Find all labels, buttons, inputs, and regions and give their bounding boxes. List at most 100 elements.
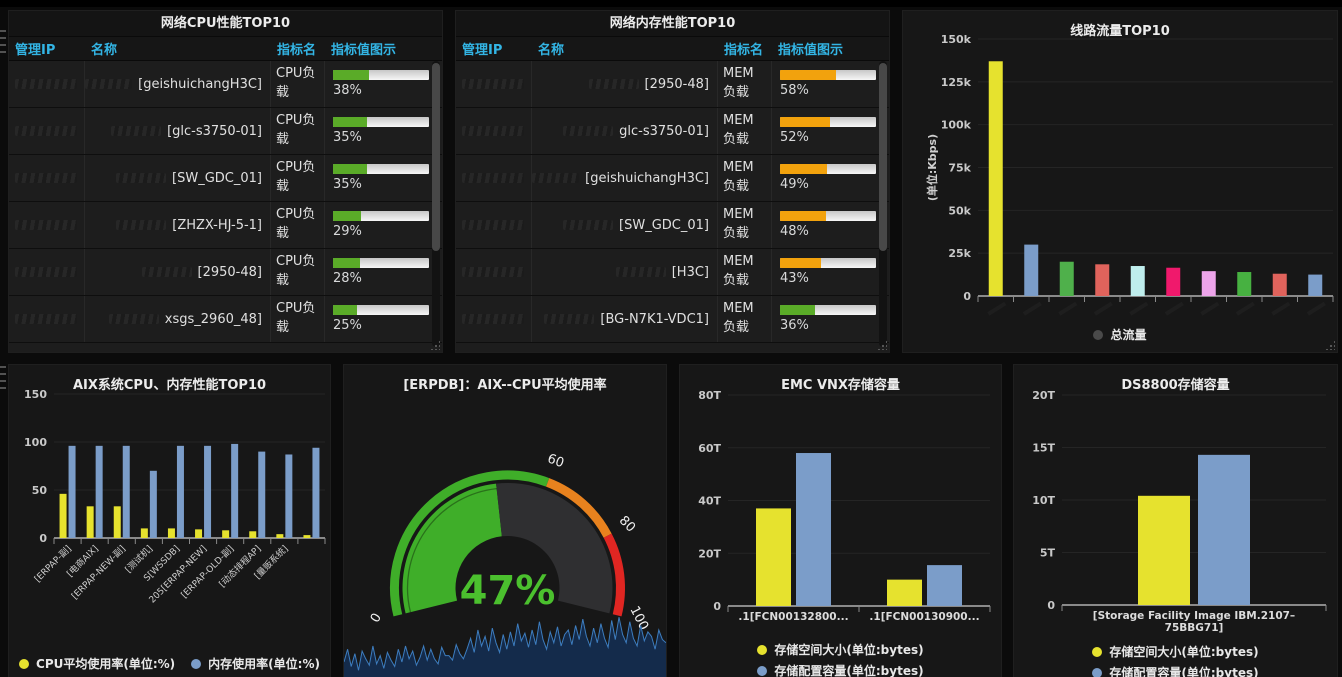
redacted-prefix bbox=[532, 173, 580, 183]
metric-cell: CPU负载 bbox=[271, 296, 325, 342]
panel-title[interactable]: 线路流量TOP10 bbox=[1070, 24, 1170, 39]
metric-name: CPU负载 bbox=[276, 66, 316, 100]
col-header-metric[interactable]: 指标名 bbox=[277, 43, 317, 58]
col-header-ip[interactable]: 管理IP bbox=[462, 43, 503, 58]
bar bbox=[1272, 273, 1287, 296]
bar bbox=[195, 529, 203, 538]
metric-cell: CPU负载 bbox=[271, 155, 325, 201]
legend-label: 存储配置容量(单位:bytes) bbox=[1109, 666, 1259, 677]
bar bbox=[988, 61, 1003, 297]
bar bbox=[1138, 495, 1190, 605]
table-row: [geishuichangH3C] MEM负载 49% bbox=[456, 155, 889, 202]
value-cell: 52% bbox=[772, 108, 879, 154]
svg-text:80T: 80T bbox=[698, 389, 721, 402]
svg-text:0: 0 bbox=[963, 290, 971, 303]
table-row: [glc-s3750-01] CPU负载 35% bbox=[9, 108, 442, 155]
row-drag-handle[interactable] bbox=[0, 30, 6, 56]
value-percent: 29% bbox=[333, 224, 362, 239]
legend-item[interactable]: 存储配置容量(单位:bytes) bbox=[1092, 664, 1259, 677]
gauge-range-arc bbox=[390, 470, 550, 617]
legend-label: 总流量 bbox=[1110, 328, 1147, 342]
metric-cell: MEM负载 bbox=[718, 249, 772, 295]
panel-title[interactable]: DS8800存储容量 bbox=[1121, 378, 1230, 393]
redacted-ip bbox=[462, 126, 524, 136]
bar bbox=[887, 579, 922, 606]
svg-text:100: 100 bbox=[24, 436, 47, 449]
table-row: [SW_GDC_01] MEM负载 48% bbox=[456, 202, 889, 249]
svg-text:(单位:Kbps): (单位:Kbps) bbox=[925, 134, 939, 201]
col-header-name[interactable]: 名称 bbox=[91, 43, 118, 58]
svg-text:0: 0 bbox=[39, 532, 47, 545]
panel-title[interactable]: [ERPDB]：AIX--CPU平均使用率 bbox=[403, 378, 607, 393]
metric-name: MEM负载 bbox=[723, 160, 754, 194]
legend-item[interactable]: 总流量 bbox=[1093, 326, 1147, 343]
svg-text:40T: 40T bbox=[698, 495, 721, 508]
redacted-prefix bbox=[588, 79, 639, 89]
panel-title[interactable]: EMC VNX存储容量 bbox=[781, 378, 900, 393]
redacted-ip bbox=[462, 314, 524, 324]
panel-title[interactable]: 网络内存性能TOP10 bbox=[456, 11, 889, 37]
table-row-clipped bbox=[456, 343, 889, 352]
scrollbar-track[interactable] bbox=[432, 61, 440, 347]
legend-dot bbox=[757, 644, 768, 655]
metric-name: MEM负载 bbox=[723, 66, 754, 100]
svg-text:150: 150 bbox=[24, 388, 47, 401]
bar bbox=[1166, 267, 1181, 296]
table-body: [geishuichangH3C] CPU负载 38% [glc-s3750-01] C… bbox=[9, 61, 442, 352]
scrollbar-thumb[interactable] bbox=[432, 63, 440, 251]
scrollbar-track[interactable] bbox=[879, 61, 887, 347]
col-header-ip[interactable]: 管理IP bbox=[15, 43, 56, 58]
panel-title[interactable]: AIX系统CPU、内存性能TOP10 bbox=[72, 378, 267, 393]
row-drag-handle[interactable] bbox=[0, 366, 6, 392]
scrollbar-thumb[interactable] bbox=[879, 63, 887, 251]
redacted-ip bbox=[15, 79, 77, 89]
value-bar-fill bbox=[780, 258, 822, 268]
device-name: [2950-48] bbox=[644, 76, 709, 92]
svg-text:50: 50 bbox=[32, 484, 48, 497]
value-cell: 58% bbox=[772, 61, 879, 107]
value-bar bbox=[333, 258, 429, 268]
svg-text:100k: 100k bbox=[941, 119, 972, 132]
legend-label: 存储配置容量(单位:bytes) bbox=[774, 664, 924, 677]
metric-cell: MEM负载 bbox=[718, 108, 772, 154]
ip-cell bbox=[456, 296, 532, 342]
col-header-value[interactable]: 指标值图示 bbox=[331, 43, 397, 58]
legend-item[interactable]: 存储配置容量(单位:bytes) bbox=[757, 662, 924, 677]
panel-title[interactable]: 网络CPU性能TOP10 bbox=[9, 11, 442, 37]
panel-resize-handle[interactable] bbox=[877, 340, 887, 350]
col-header-name[interactable]: 名称 bbox=[538, 43, 565, 58]
metric-name: MEM负载 bbox=[723, 113, 754, 147]
device-name: [BG-N7K1-VDC1] bbox=[600, 311, 709, 327]
svg-text:.1[FCN00130900...: .1[FCN00130900... bbox=[869, 611, 979, 623]
legend-item[interactable]: 存储空间大小(单位:bytes) bbox=[757, 641, 924, 658]
metric-cell: CPU负载 bbox=[271, 202, 325, 248]
redacted-ip bbox=[15, 314, 77, 324]
value-percent: 28% bbox=[333, 271, 362, 286]
value-percent: 52% bbox=[780, 130, 809, 145]
panel-resize-handle[interactable] bbox=[430, 340, 440, 350]
table-row: xsgs_2960_48] CPU负载 25% bbox=[9, 296, 442, 343]
value-bar bbox=[780, 117, 876, 127]
bar bbox=[86, 506, 94, 538]
col-header-value[interactable]: 指标值图示 bbox=[778, 43, 844, 58]
gauge-range-arc bbox=[545, 478, 612, 538]
ip-cell bbox=[456, 155, 532, 201]
svg-text:150k: 150k bbox=[941, 33, 972, 46]
value-percent: 35% bbox=[333, 177, 362, 192]
svg-text:15T: 15T bbox=[1032, 442, 1055, 455]
panel-aix-cpu-mem-top10: AIX系统CPU、内存性能TOP10 150 100 50 0 [ERPAP-副] [电商… bbox=[8, 364, 331, 677]
svg-text:0: 0 bbox=[1047, 599, 1055, 612]
device-name: glc-s3750-01] bbox=[619, 123, 709, 139]
legend-item[interactable]: 内存使用率(单位:%) bbox=[191, 655, 320, 672]
legend-item[interactable]: 存储空间大小(单位:bytes) bbox=[1092, 643, 1259, 660]
gauge-value: 47% bbox=[460, 568, 556, 614]
panel-resize-handle[interactable] bbox=[1325, 340, 1335, 350]
emc-bar-chart: 80T 60T 40T 20T 0 .1[FCN00132800... .1[FCN0013… bbox=[680, 365, 1001, 677]
legend-item[interactable]: CPU平均使用率(单位:%) bbox=[19, 655, 175, 672]
value-bar bbox=[780, 258, 876, 268]
ip-cell bbox=[9, 202, 85, 248]
col-header-metric[interactable]: 指标名 bbox=[724, 43, 764, 58]
value-bar bbox=[333, 70, 429, 80]
chart-legend: 存储空间大小(单位:bytes) 存储配置容量(单位:bytes) bbox=[680, 641, 1001, 677]
value-percent: 36% bbox=[780, 318, 809, 333]
